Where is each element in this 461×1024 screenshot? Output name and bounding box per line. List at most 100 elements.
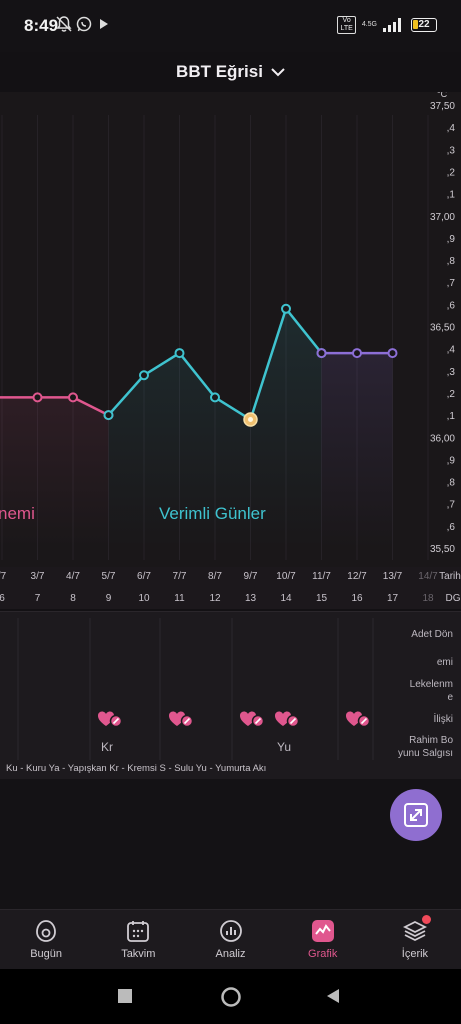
cycle-day-label: 11	[174, 593, 185, 604]
label-cervical-mucus: Rahim Bo yunu Salgısı	[397, 735, 453, 759]
date-label: 4/7	[66, 571, 80, 582]
nav-today[interactable]: Bugün	[0, 910, 92, 969]
series-area	[108, 308, 322, 548]
heart-icon	[345, 710, 371, 733]
cycle-day-label: 10	[138, 593, 150, 604]
content-icon	[402, 920, 427, 942]
date-label: 3/7	[30, 571, 45, 582]
symptom-grid	[17, 618, 374, 760]
page-title: BBT Eğrisi	[176, 62, 263, 81]
data-point	[103, 410, 114, 421]
system-navigation-bar	[0, 969, 461, 1024]
battery-level: 22	[418, 19, 430, 30]
home-icon[interactable]	[220, 986, 242, 1008]
chart-fills	[0, 308, 393, 548]
expand-chart-button[interactable]	[390, 789, 442, 841]
y-tick-label: ,4	[447, 123, 456, 134]
cycle-day-label: 8	[70, 593, 76, 604]
data-point	[210, 392, 220, 403]
date-row-label: Tarih	[439, 571, 461, 582]
bbt-chart[interactable]: 37,50 ,4 ,3 ,2 ,1 37,00 ,9 ,8 ,7 ,6 36,50 ,4 ,3 ,2 ,1 3…	[0, 92, 461, 567]
today-icon	[36, 920, 56, 942]
mucus-egg-white: Yu	[276, 740, 292, 754]
y-tick-label: ,1	[447, 411, 456, 422]
period-phase-label: nemi	[0, 504, 35, 523]
y-tick-label: 35,50	[430, 544, 455, 555]
status-time: 8:49	[24, 16, 59, 35]
content-spacer	[0, 779, 461, 909]
y-tick-label: 37,50	[430, 101, 455, 112]
bbt-chart-svg: 37,50 ,4 ,3 ,2 ,1 37,00 ,9 ,8 ,7 ,6 36,50 ,4 ,3 ,2 ,1 3…	[0, 92, 455, 560]
chart-selector[interactable]: BBT Eğrisi	[0, 52, 461, 92]
label-spotting: Lekelenm e	[409, 679, 453, 703]
date-label: 11/7	[312, 571, 331, 582]
nav-content-label: İçerik	[401, 948, 429, 960]
y-axis-ticks: 37,50 ,4 ,3 ,2 ,1 37,00 ,9 ,8 ,7 ,6 36,50 ,4 ,3 ,2 ,1 3…	[430, 101, 455, 555]
cycle-day-row-label: DG	[445, 593, 461, 604]
data-point	[352, 348, 362, 359]
graph-icon	[311, 920, 334, 942]
y-tick-label: ,8	[447, 478, 456, 489]
date-axis: /7 3/7 4/7 5/7 6/7 7/7 8/7 9/7 10/7 11/7 12/7 13/7 1…	[0, 567, 461, 609]
date-label: 8/7	[208, 571, 222, 582]
cycle-day-label: 9	[105, 593, 112, 604]
fertile-phase-label: Verimli Günler	[159, 504, 266, 523]
nav-analysis[interactable]: Analiz	[184, 910, 276, 969]
date-label: 14/7	[418, 571, 438, 582]
data-point	[32, 392, 43, 403]
y-tick-label: ,7	[447, 278, 456, 289]
date-label: 9/7	[243, 571, 258, 582]
date-label: 6/7	[137, 571, 151, 582]
label-intercourse: İlişki	[433, 714, 453, 725]
cycle-day-label: 7	[34, 593, 41, 604]
y-tick-label: ,4	[447, 345, 456, 356]
data-point	[281, 303, 291, 314]
analysis-icon	[219, 920, 242, 942]
bottom-navigation: Bugün Takvim Analiz Grafik	[0, 909, 461, 969]
back-icon[interactable]	[325, 988, 341, 1004]
status-bar: 8:49 Vo LTE 4.5G 22	[0, 0, 461, 52]
mucus-creamy: Kr	[101, 740, 113, 754]
battery-icon: 22	[411, 18, 437, 32]
series-area	[321, 353, 393, 548]
recent-apps-icon[interactable]	[118, 989, 132, 1003]
y-tick-label: ,3	[447, 367, 456, 378]
data-point	[174, 348, 185, 359]
y-axis-unit: °C	[437, 92, 448, 99]
date-label: 13/7	[382, 571, 403, 582]
cycle-day-label: 13	[244, 593, 257, 604]
whatsapp-icon	[76, 16, 92, 32]
date-label: 10/7	[276, 571, 296, 582]
heart-icon	[168, 710, 194, 733]
ovulation-marker-center	[248, 417, 253, 423]
chart-points	[32, 303, 398, 427]
nav-today-label: Bugün	[30, 948, 62, 960]
nav-content[interactable]: İçerik	[369, 910, 461, 969]
y-tick-label: ,2	[447, 167, 456, 178]
y-tick-label: ,9	[447, 455, 456, 466]
y-tick-label: ,6	[447, 522, 456, 533]
date-label: 5/7	[101, 571, 116, 582]
cycle-day-label: 14	[280, 593, 292, 604]
label-period: Adet Dön	[411, 629, 453, 640]
heart-icon	[274, 710, 300, 733]
status-right: Vo LTE 4.5G 22	[337, 16, 437, 34]
cycle-day-label: 6	[0, 593, 5, 604]
nav-graph[interactable]: Grafik	[277, 910, 369, 969]
y-tick-label: ,2	[447, 389, 456, 400]
y-tick-label: ,1	[447, 190, 456, 201]
cycle-day-label: 17	[386, 593, 399, 604]
series-area	[0, 397, 109, 548]
y-tick-label: ,3	[447, 145, 456, 156]
nav-analysis-label: Analiz	[215, 948, 246, 960]
notification-dot	[422, 915, 432, 924]
date-label: /7	[0, 571, 7, 582]
nav-calendar[interactable]: Takvim	[92, 910, 184, 969]
muted-bell-icon	[56, 16, 72, 32]
expand-icon	[404, 803, 428, 827]
y-tick-label: ,9	[447, 234, 456, 245]
data-point	[387, 348, 398, 359]
nav-graph-label: Grafik	[308, 948, 338, 960]
data-point	[139, 370, 149, 381]
date-label: 7/7	[172, 571, 187, 582]
